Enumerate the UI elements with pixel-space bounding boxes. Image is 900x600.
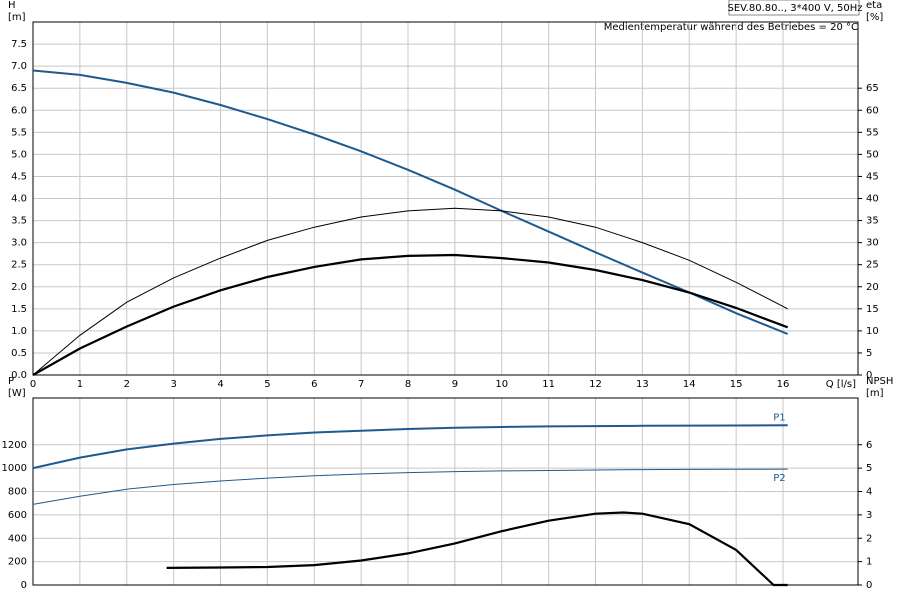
x-tick-label: 13 [636,379,649,390]
y2-axis-unit: [%] [866,12,883,23]
x-tick-label: 7 [358,379,364,390]
y2-tick-label: 4 [866,487,872,498]
y2-tick-label: 60 [866,105,879,116]
y-tick-label: 1200 [2,440,27,451]
y-tick-label: 4.5 [11,171,27,182]
y2-tick-label: 15 [866,304,879,315]
x-tick-label: 5 [264,379,270,390]
y-tick-label: 4.0 [11,194,27,205]
y-tick-label: 200 [8,557,27,568]
y-tick-label: 3.0 [11,238,27,249]
y2-axis-label: eta [866,0,882,11]
series-line [32,468,788,505]
y-tick-label: 7.0 [11,61,27,72]
x-tick-label: 10 [495,379,508,390]
x-tick-label: 2 [124,379,130,390]
x-tick-label: 8 [405,379,411,390]
y-tick-label: 1000 [2,463,27,474]
y-tick-label: 6.0 [11,105,27,116]
y2-tick-label: 0 [866,580,872,591]
y-tick-label: 0.5 [11,348,27,359]
y2-tick-label: 20 [866,282,879,293]
x-tick-label: 3 [170,379,176,390]
y-axis-unit: [W] [8,388,26,399]
y-tick-label: 3.5 [11,216,27,227]
annotation: SEV.80.80.., 3*400 V, 50Hz [727,3,862,14]
y2-tick-label: 10 [866,326,879,337]
y-axis-unit: [m] [8,12,26,23]
series-label: P1 [773,412,785,423]
x-tick-label: 9 [452,379,458,390]
y-tick-label: 0.0 [11,370,27,381]
x-tick-label: 14 [683,379,696,390]
x-axis-label: Q [l/s] [826,379,856,390]
x-tick-label: 4 [217,379,223,390]
plot-frame [32,397,859,586]
y-tick-label: 5.5 [11,127,27,138]
y2-tick-label: 0 [866,370,872,381]
y2-tick-label: 3 [866,510,872,521]
x-tick-label: 12 [589,379,602,390]
y2-tick-label: 65 [866,83,879,94]
y-axis-label: P [8,376,14,387]
y-tick-label: 2.5 [11,260,27,271]
series-line [32,69,789,335]
annotation: Medientemperatur während des Betriebes =… [604,22,858,33]
y-tick-label: 5.0 [11,149,27,160]
x-tick-label: 6 [311,379,317,390]
y-tick-label: 600 [8,510,27,521]
series-line [32,253,789,376]
y2-axis-unit: [m] [866,388,884,399]
y2-tick-label: 2 [866,533,872,544]
series-line [32,424,788,470]
y-axis-label: H [8,0,16,11]
series-label: P2 [773,473,785,484]
y-tick-label: 6.5 [11,83,27,94]
y-tick-label: 800 [8,487,27,498]
series-line [32,207,788,376]
y-tick-label: 1.0 [11,326,27,337]
y2-tick-label: 5 [866,463,872,474]
x-tick-label: 1 [77,379,83,390]
y2-tick-label: 50 [866,149,879,160]
y-tick-label: 0 [21,580,27,591]
y2-tick-label: 40 [866,194,879,205]
x-tick-label: 15 [730,379,743,390]
series-line [166,511,788,587]
y2-tick-label: 25 [866,260,879,271]
y2-tick-label: 6 [866,440,872,451]
x-tick-label: 11 [542,379,555,390]
y2-tick-label: 1 [866,557,872,568]
y2-tick-label: 35 [866,216,879,227]
plot-frame [32,21,859,376]
y2-tick-label: 30 [866,238,879,249]
y-tick-label: 400 [8,533,27,544]
x-tick-label: 16 [777,379,790,390]
x-tick-label: 0 [30,379,36,390]
y2-tick-label: 45 [866,171,879,182]
y2-axis-label: NPSH [866,376,893,387]
y2-tick-label: 5 [866,348,872,359]
y-tick-label: 1.5 [11,304,27,315]
y2-tick-label: 55 [866,127,879,138]
y-tick-label: 7.5 [11,39,27,50]
annotation-box [728,0,860,16]
y-tick-label: 2.0 [11,282,27,293]
